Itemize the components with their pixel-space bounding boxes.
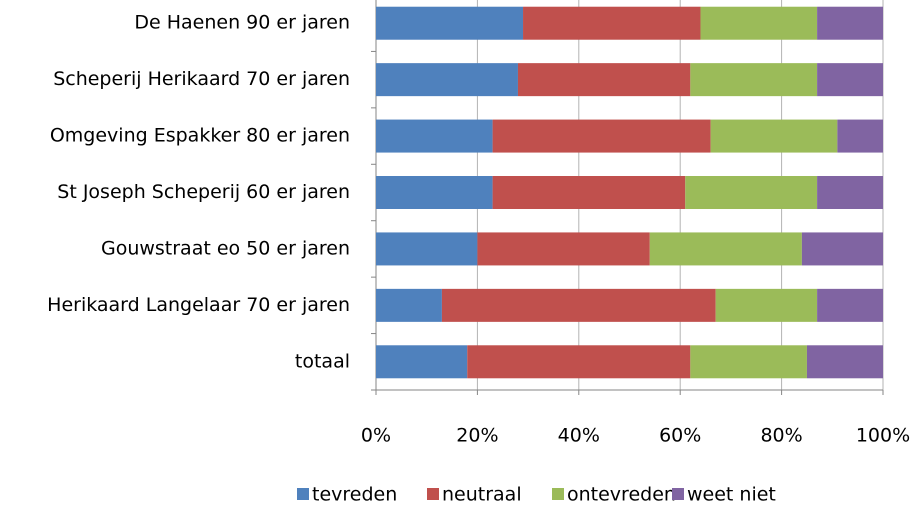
legend-swatch: [552, 488, 564, 500]
legend-label: tevreden: [312, 484, 397, 506]
legend-label: neutraal: [442, 484, 522, 506]
bar-segment: [806, 345, 883, 379]
bar-segment: [492, 119, 711, 153]
bar-segment: [690, 63, 818, 97]
bar-segment: [649, 232, 802, 266]
y-tick-label: Herikaard Langelaar 70 er jaren: [47, 294, 350, 316]
bar-segment: [715, 288, 818, 322]
bar-segment: [817, 176, 883, 209]
legend-swatch: [672, 488, 684, 500]
bar-segment: [690, 345, 807, 379]
bar-segment: [376, 63, 518, 97]
x-tick-label: 60%: [659, 425, 701, 447]
bar-segment: [817, 6, 883, 40]
y-tick-label: De Haenen 90 er jaren: [134, 12, 350, 34]
bar-segment: [467, 345, 691, 379]
bar-segment: [376, 232, 478, 266]
bar-segment: [376, 6, 524, 40]
bar-segment: [801, 232, 883, 266]
bar-segment: [710, 119, 838, 153]
x-tick-label: 100%: [856, 425, 910, 447]
bar-segment: [376, 119, 493, 153]
y-tick-label: St Joseph Scheperij 60 er jaren: [57, 181, 350, 203]
legend-label: weet niet: [687, 484, 776, 506]
bar-segment: [837, 119, 883, 153]
legend-label: ontevreden: [567, 484, 676, 506]
x-tick-label: 20%: [456, 425, 498, 447]
bar-segment: [817, 288, 883, 322]
bar-segment: [817, 63, 883, 97]
bar-segment: [517, 63, 691, 97]
x-tick-label: 0%: [361, 425, 391, 447]
y-tick-label: Omgeving Espakker 80 er jaren: [50, 125, 350, 147]
legend-swatch: [297, 488, 309, 500]
bar-segment: [492, 176, 686, 209]
bar-segment: [376, 176, 493, 209]
y-tick-label: Gouwstraat eo 50 er jaren: [101, 237, 350, 259]
x-tick-label: 80%: [760, 425, 802, 447]
bar-segment: [700, 6, 818, 40]
bar-segment: [477, 232, 650, 266]
legend-swatch: [427, 488, 439, 500]
bar-segment: [685, 176, 818, 209]
bar-segment: [376, 288, 442, 322]
bar-segment: [523, 6, 701, 40]
y-tick-label: Scheperij Herikaard 70 er jaren: [53, 68, 350, 90]
x-tick-label: 40%: [558, 425, 600, 447]
y-tick-label: totaal: [295, 350, 350, 372]
bar-segment: [441, 288, 716, 322]
bar-segment: [376, 345, 468, 379]
